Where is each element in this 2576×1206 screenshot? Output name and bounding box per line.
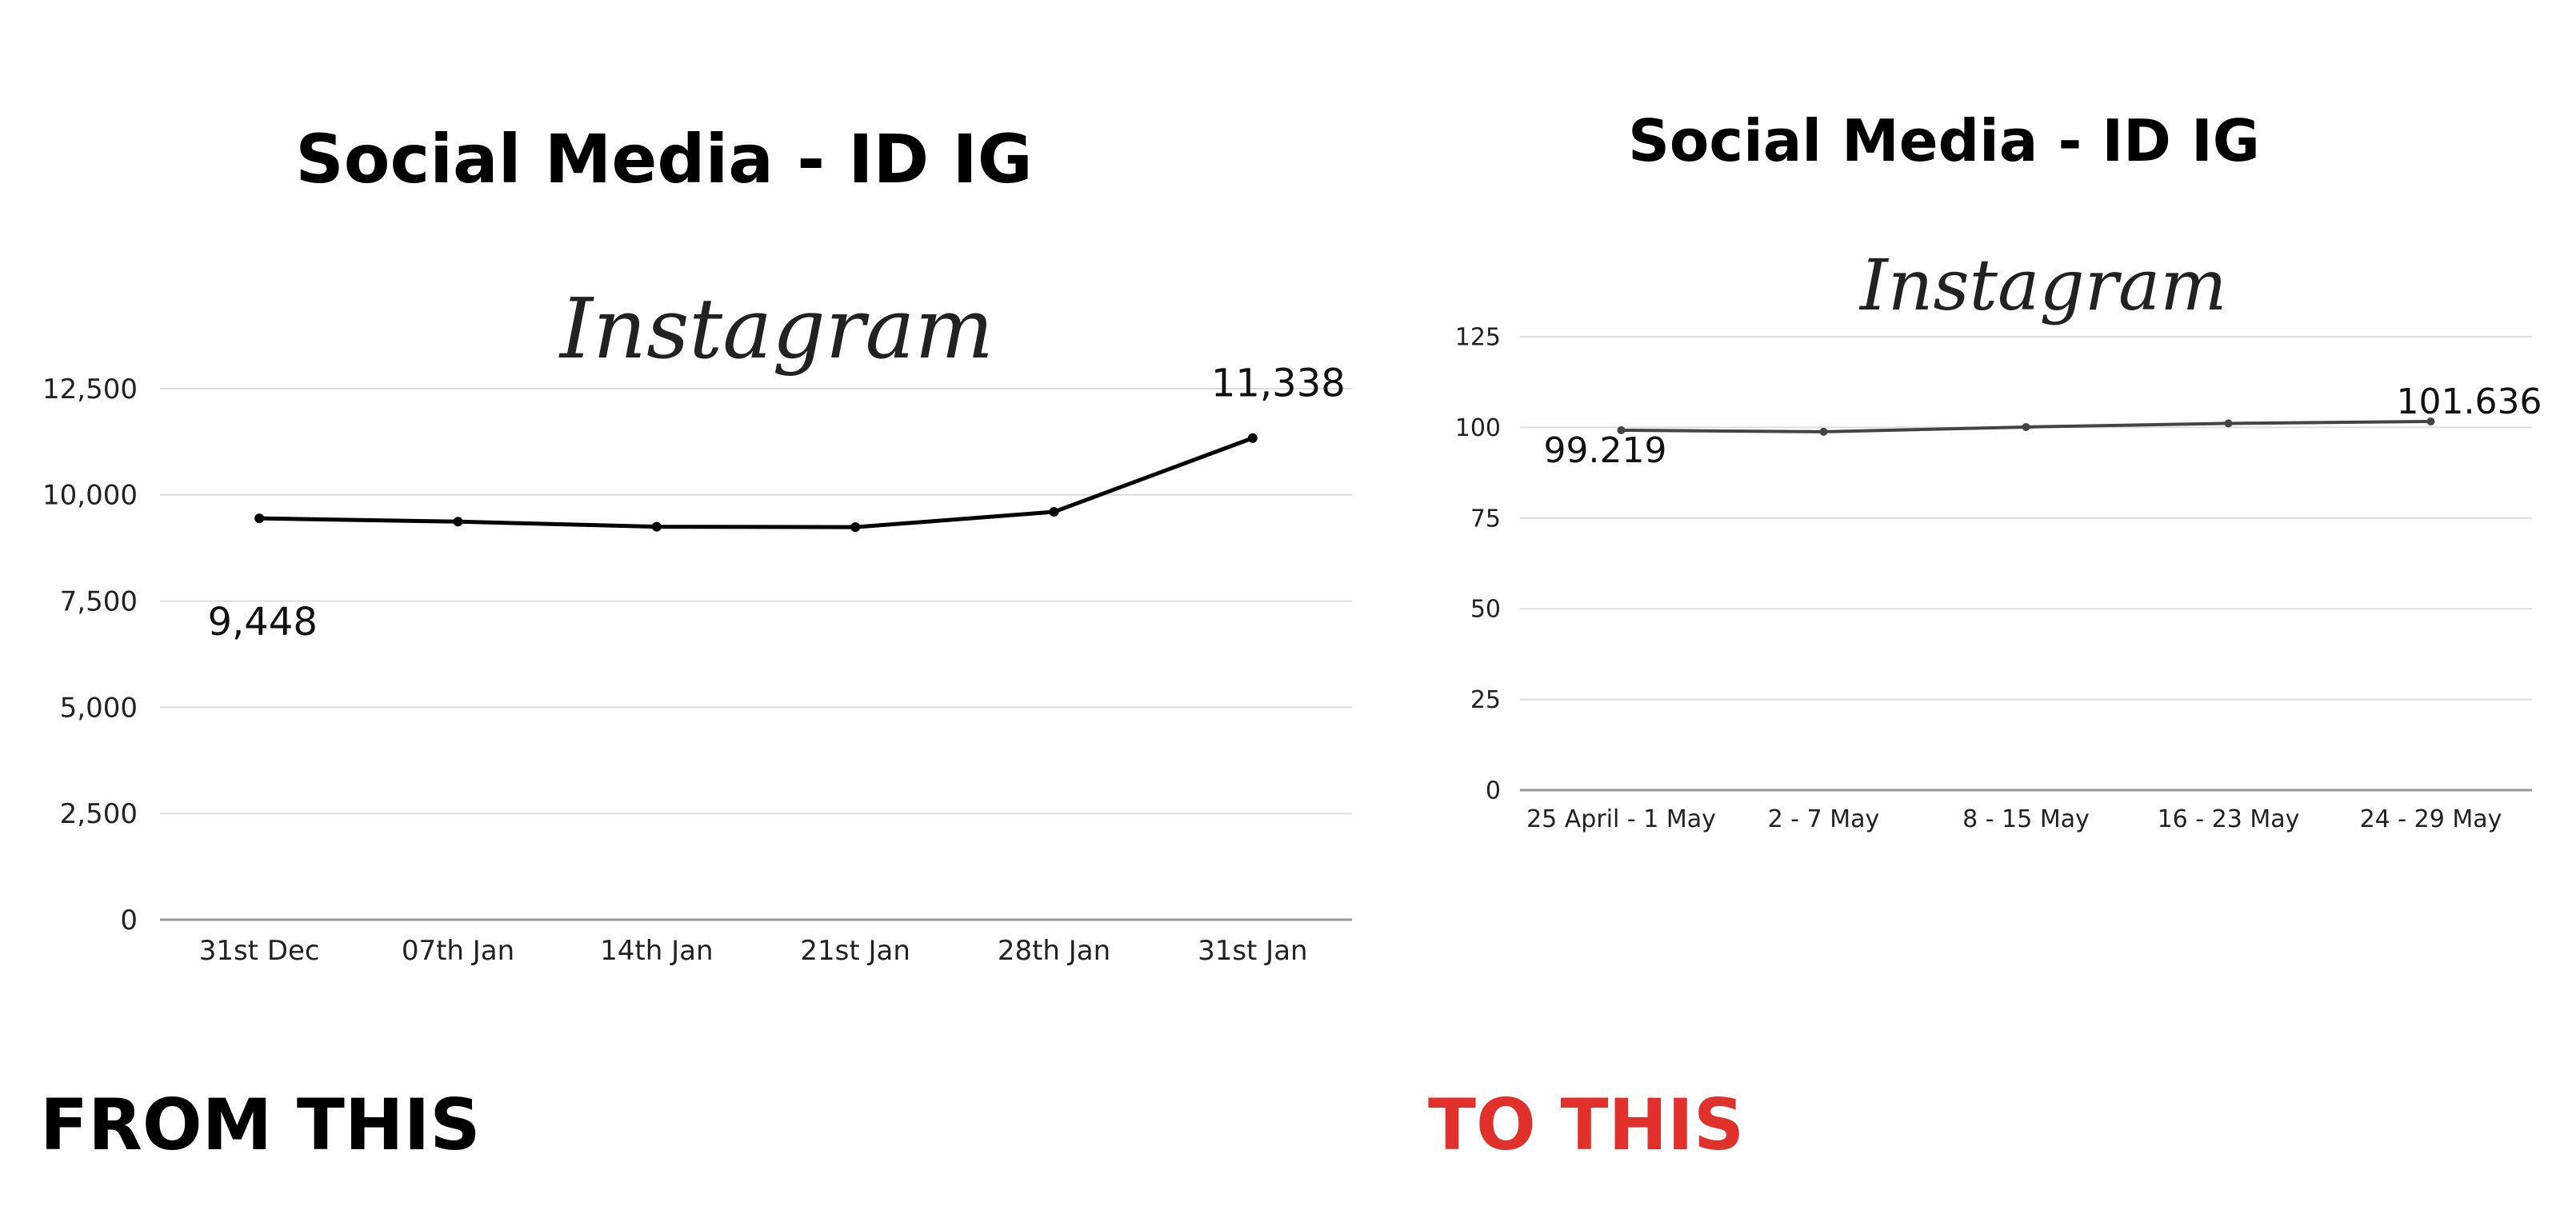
y-tick-label: 75 — [1470, 505, 1501, 533]
instagram-logo: Instagram — [1860, 244, 2227, 326]
data-point — [2022, 422, 2030, 431]
data-point — [2224, 419, 2233, 428]
x-tick-label: 24 - 29 May — [2360, 805, 2502, 833]
data-point — [453, 517, 463, 527]
y-tick-label: 7,500 — [60, 586, 138, 618]
x-tick-label: 14th Jan — [600, 935, 713, 967]
data-point — [1049, 507, 1059, 517]
x-tick-label: 31st Dec — [199, 935, 320, 967]
line-chart-after: 0 25 50 75 100 125 25 April - 1 May 2 - 7 May 8 … — [1455, 324, 2542, 834]
data-point — [254, 513, 265, 524]
data-label: 101.636 — [2397, 381, 2542, 422]
x-tick-label: 2 - 7 May — [1768, 805, 1880, 833]
line-chart-before: 0 2,500 5,000 7,500 10,000 12,500 31st Dec 07th… — [42, 361, 1352, 967]
data-label: 11,338 — [1211, 361, 1346, 406]
y-tick-label: 25 — [1470, 686, 1501, 714]
chart-title: Social Media - ID IG — [1628, 107, 2260, 174]
data-point — [2426, 417, 2435, 425]
data-point — [1247, 433, 1258, 443]
data-point — [651, 521, 662, 532]
y-tick-label: 100 — [1455, 414, 1501, 442]
x-tick-label: 07th Jan — [402, 935, 514, 967]
x-tick-label: 21st Jan — [800, 935, 910, 967]
y-tick-label: 50 — [1470, 596, 1501, 624]
y-tick-label: 10,000 — [42, 480, 138, 512]
data-point — [1617, 425, 1626, 434]
data-label: 99.219 — [1544, 430, 1667, 471]
y-tick-label: 125 — [1455, 324, 1501, 352]
y-tick-label: 0 — [1486, 777, 1501, 805]
y-tick-label: 5,000 — [60, 692, 138, 724]
chart-panel-before: Social Media - ID IG Instagram 0 2,500 5,0… — [42, 120, 1352, 967]
series-line — [259, 436, 1254, 529]
data-label: 9,448 — [207, 600, 317, 645]
data-point — [1819, 427, 1828, 436]
caption-from: FROM THIS — [40, 1084, 481, 1166]
x-tick-label: 16 - 23 May — [2158, 805, 2300, 833]
instagram-logo: Instagram — [560, 280, 994, 377]
x-tick-label: 25 April - 1 May — [1526, 805, 1716, 833]
x-tick-label: 28th Jan — [998, 935, 1110, 967]
y-tick-label: 12,500 — [42, 373, 138, 405]
data-point — [850, 522, 861, 533]
y-tick-label: 2,500 — [60, 798, 138, 830]
chart-panel-after: Social Media - ID IG Instagram 0 25 50 75 10… — [1376, 0, 2576, 1206]
chart-title: Social Media - ID IG — [295, 120, 1033, 198]
x-tick-label: 31st Jan — [1198, 935, 1308, 967]
y-tick-label: 0 — [120, 904, 138, 936]
x-tick-label: 8 - 15 May — [1962, 805, 2090, 833]
caption-to: TO THIS — [1428, 1084, 1745, 1166]
